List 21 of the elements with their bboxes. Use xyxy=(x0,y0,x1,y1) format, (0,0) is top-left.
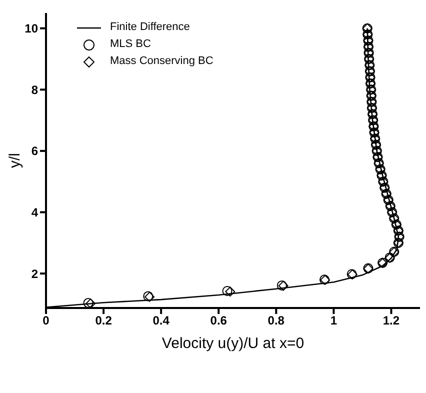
x-tick-label: 0.8 xyxy=(268,314,285,328)
x-axis-title: Velocity u(y)/U at x=0 xyxy=(162,335,304,352)
x-tick-label: 0 xyxy=(42,314,50,328)
y-tick-label: 2 xyxy=(31,266,38,281)
point xyxy=(86,298,96,308)
y-axis-title: y/l xyxy=(6,153,24,168)
point xyxy=(225,286,236,297)
x-tick-label: 0.2 xyxy=(95,314,112,328)
point xyxy=(83,298,94,308)
legend-label: Mass Conserving BC xyxy=(110,54,214,69)
y-tick-label: 6 xyxy=(31,144,38,158)
x-tick-label: 0.4 xyxy=(152,314,170,328)
y-tick-label: 4 xyxy=(31,205,38,220)
legend-label: MLS BC xyxy=(110,37,151,52)
x-tick-label: 1.2 xyxy=(382,314,400,328)
y-tick-label: 10 xyxy=(24,22,38,36)
x-tick-label: 0.6 xyxy=(210,314,228,328)
point xyxy=(222,286,232,296)
x-tick-label: 1 xyxy=(330,314,338,328)
y-tick-label: 8 xyxy=(31,82,38,97)
legend-label: Finite Difference xyxy=(110,20,190,35)
